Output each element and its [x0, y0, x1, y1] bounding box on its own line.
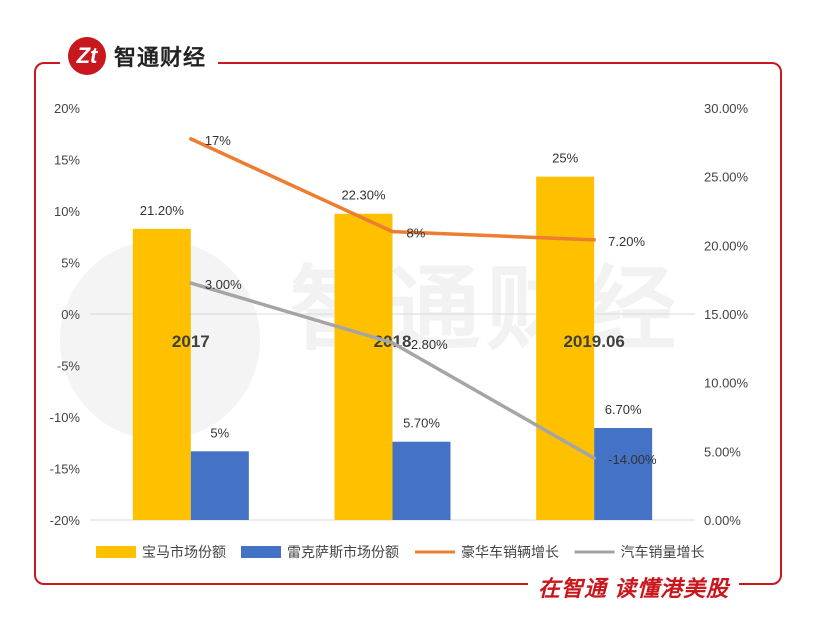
left-axis-tick-label: 10% [54, 204, 80, 219]
category-label: 2019.06 [563, 332, 624, 351]
line-point [189, 281, 193, 285]
bar-bmw [132, 228, 191, 520]
left-axis-tick-label: -20% [50, 513, 81, 528]
right-axis-tick-label: 20.00% [704, 238, 749, 253]
line-point [391, 230, 394, 234]
line-data-label: 8% [407, 226, 426, 241]
slogan: 在智通 读懂港美股 [528, 570, 740, 604]
line-data-label: 17% [205, 133, 231, 148]
brand-logo-icon: Zt [68, 37, 106, 75]
line-point [391, 341, 394, 345]
bar-bmw [334, 213, 393, 520]
right-axis-tick-label: 10.00% [704, 376, 749, 391]
bar-data-label: 5% [210, 425, 229, 440]
legend-swatch [96, 546, 136, 558]
bar-data-label: 5.70% [403, 416, 440, 431]
bar-lexus [190, 451, 249, 520]
category-label: 2017 [172, 332, 210, 351]
left-axis-tick-label: 15% [54, 153, 80, 168]
right-axis-tick-label: 15.00% [704, 307, 749, 322]
legend-label: 宝马市场份额 [142, 544, 226, 560]
right-axis-tick-label: 25.00% [704, 170, 749, 185]
right-axis-tick-label: 0.00% [704, 513, 741, 528]
bar-lexus [594, 427, 653, 520]
bar-data-label: 6.70% [605, 402, 642, 417]
left-axis-tick-label: 0% [61, 307, 80, 322]
legend-label: 豪华车销辆增长 [461, 544, 559, 560]
line-point [189, 137, 193, 141]
left-axis-tick-label: -10% [50, 410, 81, 425]
left-axis-tick-label: -5% [57, 359, 81, 374]
legend-label: 汽车销量增长 [621, 544, 705, 560]
line-point [592, 238, 596, 242]
left-axis-tick-label: 20% [54, 101, 80, 116]
bar-data-label: 21.20% [140, 203, 185, 218]
line-data-label: 7.20% [608, 234, 645, 249]
bar-data-label: 25% [552, 151, 578, 166]
legend-label: 雷克萨斯市场份额 [287, 544, 399, 560]
legend-swatch [241, 546, 281, 558]
left-axis-tick-label: 5% [61, 256, 80, 271]
left-axis-tick-label: -15% [50, 462, 81, 477]
line-data-label: -2.80% [407, 337, 449, 352]
bar-bmw [536, 176, 595, 520]
brand-header: Zt 智通财经 [60, 36, 219, 76]
bar-lexus [392, 441, 451, 520]
chart-frame [34, 62, 782, 585]
right-axis-tick-label: 30.00% [704, 101, 749, 116]
line-point [592, 456, 596, 460]
right-axis-tick-label: 5.00% [704, 444, 741, 459]
line-data-label: 3.00% [205, 277, 242, 292]
line-data-label: -14.00% [608, 452, 657, 467]
bar-data-label: 22.30% [341, 188, 386, 203]
slogan-text: 在智通 读懂港美股 [538, 576, 730, 601]
brand-name: 智通财经 [114, 45, 207, 70]
